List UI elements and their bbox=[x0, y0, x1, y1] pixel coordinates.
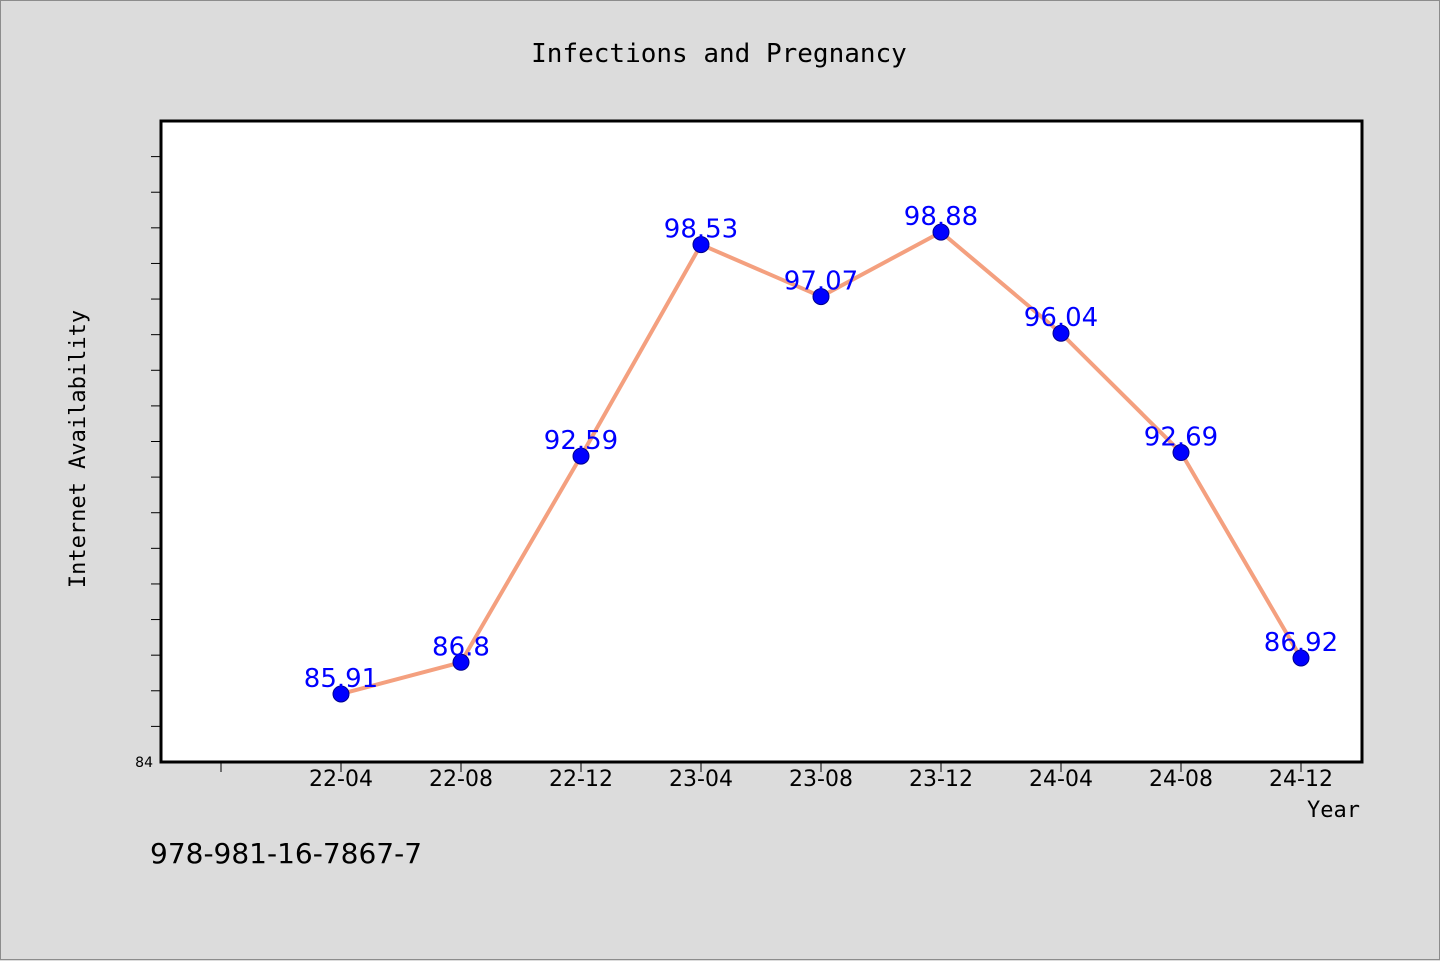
data-label: 96.04 bbox=[1024, 303, 1098, 333]
x-tick-label: 23-04 bbox=[669, 767, 733, 792]
plot-area bbox=[159, 119, 1364, 764]
data-label: 85.91 bbox=[304, 664, 378, 694]
x-tick-label: 24-08 bbox=[1149, 767, 1213, 792]
isbn-text: 978-981-16-7867-7 bbox=[150, 837, 422, 870]
x-tick-label: 22-08 bbox=[429, 767, 493, 792]
data-label: 92.69 bbox=[1144, 423, 1218, 453]
data-label: 98.88 bbox=[904, 202, 978, 232]
data-point-marker bbox=[1172, 444, 1190, 462]
x-tick-label: 24-12 bbox=[1269, 767, 1333, 792]
x-axis-label: Year bbox=[1307, 798, 1360, 823]
y-axis-ticks: 84 bbox=[135, 156, 161, 771]
data-label: 92.59 bbox=[544, 426, 618, 456]
data-point-marker bbox=[1292, 649, 1310, 667]
y-tick-label: 84 bbox=[135, 755, 153, 771]
data-label: 98.53 bbox=[664, 215, 738, 245]
x-axis-ticks: 22-04 22-08 22-12 23-04 23-08 23-12 24-04 24-08… bbox=[220, 762, 1333, 792]
data-label: 97.07 bbox=[784, 267, 858, 297]
data-point-marker bbox=[692, 236, 710, 254]
chart-title: Infections and Pregnancy bbox=[531, 39, 907, 69]
x-tick-label: 22-12 bbox=[549, 767, 613, 792]
data-label: 86.92 bbox=[1264, 628, 1338, 658]
x-tick-label: 24-04 bbox=[1029, 767, 1093, 792]
data-point-marker bbox=[452, 653, 470, 671]
series-line-group: 85.91 86.8 92.59 98.53 97.07 98.88 96.04 92.69 8… bbox=[304, 202, 1338, 703]
data-point-marker bbox=[932, 223, 950, 241]
data-point-marker bbox=[572, 447, 590, 465]
x-tick-label: 22-04 bbox=[309, 767, 373, 792]
x-tick-label: 23-08 bbox=[789, 767, 853, 792]
x-tick-label: 23-12 bbox=[909, 767, 973, 792]
data-label: 86.8 bbox=[432, 632, 490, 662]
data-point-marker bbox=[1052, 324, 1070, 342]
y-axis-label: Internet Availability bbox=[66, 310, 91, 588]
data-point-marker bbox=[332, 685, 350, 703]
data-point-marker bbox=[812, 288, 830, 306]
